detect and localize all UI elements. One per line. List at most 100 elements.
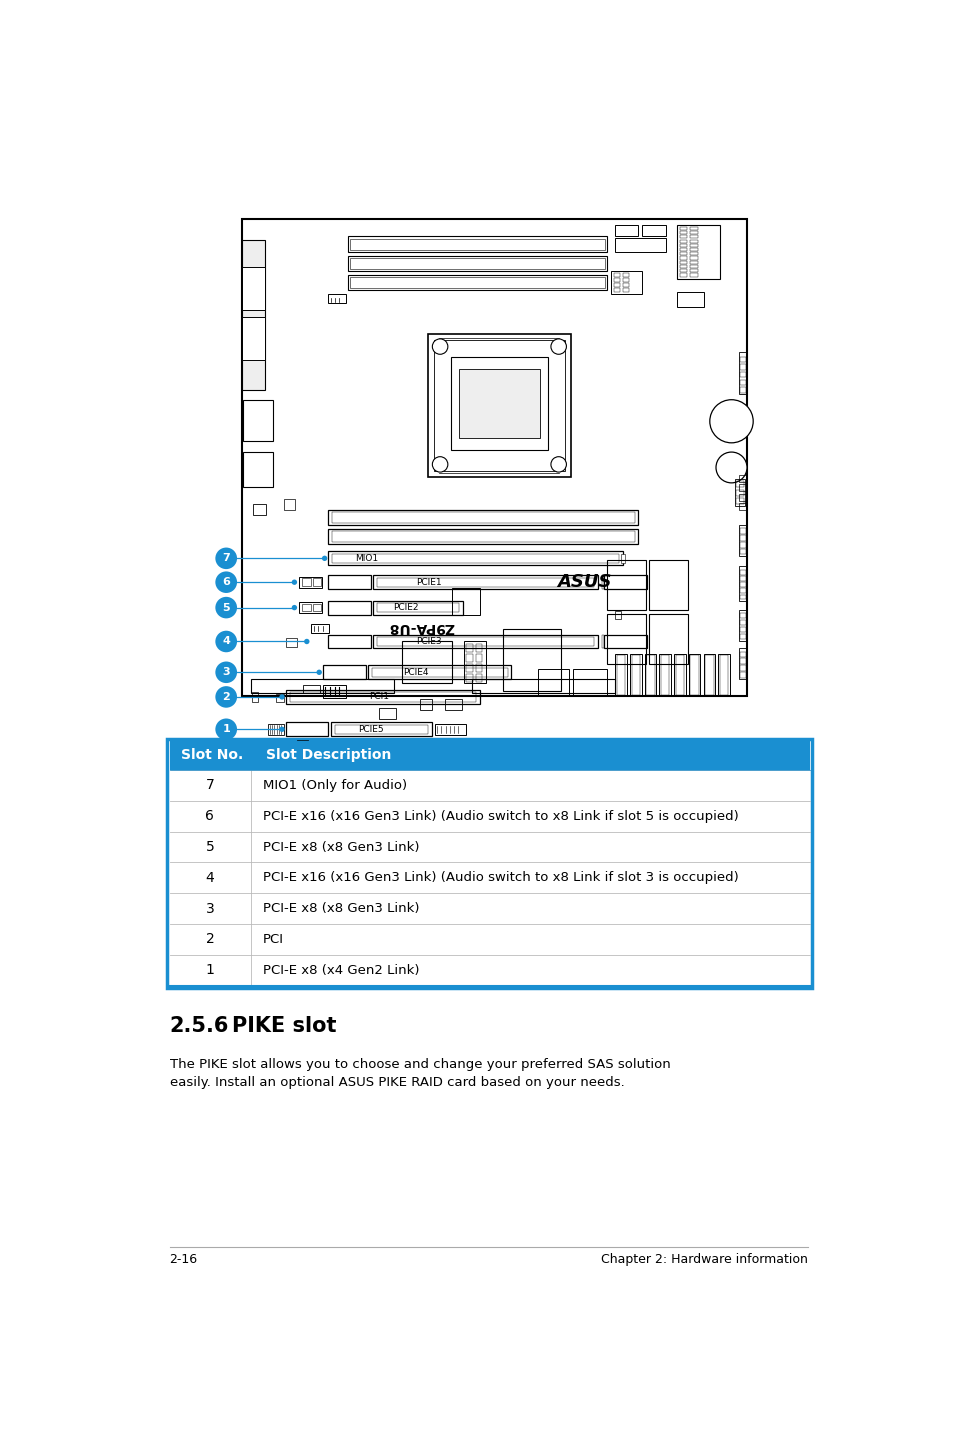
Circle shape — [215, 631, 236, 653]
Text: PCI-E x8 (x8 Gen3 Link): PCI-E x8 (x8 Gen3 Link) — [262, 902, 418, 915]
Bar — [649, 614, 687, 664]
Text: PCI-E x8 (x4 Gen2 Link): PCI-E x8 (x4 Gen2 Link) — [262, 963, 418, 976]
Bar — [286, 722, 328, 736]
Bar — [607, 559, 645, 610]
Bar — [740, 535, 745, 541]
Bar — [740, 577, 745, 581]
Bar — [253, 503, 266, 515]
Bar — [298, 577, 322, 588]
Bar — [690, 227, 698, 230]
Bar — [476, 674, 481, 682]
Text: 2: 2 — [205, 932, 214, 946]
Bar — [372, 667, 507, 677]
Bar — [252, 692, 257, 702]
Bar — [677, 224, 720, 279]
Bar — [688, 654, 700, 696]
Text: 3: 3 — [205, 902, 214, 916]
Text: 7: 7 — [205, 778, 214, 792]
Bar — [739, 649, 746, 679]
Bar — [720, 656, 728, 695]
Text: 5: 5 — [222, 603, 230, 613]
Bar — [740, 387, 745, 393]
Bar — [620, 554, 624, 562]
Bar — [377, 578, 594, 587]
Circle shape — [432, 457, 447, 472]
Bar — [703, 654, 715, 696]
Bar — [275, 695, 283, 702]
Bar — [739, 352, 746, 394]
Bar — [251, 679, 394, 693]
Bar — [348, 275, 607, 290]
Bar — [613, 283, 619, 288]
Bar — [690, 273, 698, 276]
Bar — [607, 614, 645, 664]
Bar — [674, 654, 685, 696]
Bar — [466, 664, 472, 672]
Bar — [241, 318, 265, 360]
Bar — [466, 654, 472, 661]
Bar — [298, 603, 322, 613]
Bar — [740, 542, 745, 548]
Text: PCI-E x16 (x16 Gen3 Link) (Audio switch to x8 Link if slot 3 is occupied): PCI-E x16 (x16 Gen3 Link) (Audio switch … — [262, 871, 738, 884]
Bar — [622, 288, 629, 292]
Bar — [427, 334, 571, 477]
Circle shape — [215, 597, 236, 618]
Bar — [378, 741, 395, 752]
Bar — [690, 232, 698, 234]
Circle shape — [432, 339, 447, 354]
Bar — [690, 252, 698, 256]
Text: PCI1: PCI1 — [369, 693, 389, 702]
Text: 1: 1 — [222, 725, 230, 735]
Bar — [348, 256, 607, 272]
Bar — [604, 634, 646, 649]
Bar — [350, 278, 604, 288]
Text: PCI-E x8 (x8 Gen3 Link): PCI-E x8 (x8 Gen3 Link) — [262, 841, 418, 854]
Bar — [617, 656, 624, 695]
Bar — [735, 479, 744, 506]
Bar — [704, 656, 713, 695]
Bar — [740, 372, 745, 377]
Bar — [368, 666, 511, 679]
Bar — [328, 575, 371, 590]
Bar — [679, 247, 686, 252]
Text: 7: 7 — [222, 554, 230, 564]
Circle shape — [279, 726, 284, 732]
Circle shape — [215, 719, 236, 741]
Text: Z9PA-U8: Z9PA-U8 — [388, 620, 455, 634]
Bar — [601, 634, 604, 649]
Bar — [170, 831, 809, 863]
Bar — [690, 656, 699, 695]
Text: MIO1: MIO1 — [355, 554, 378, 562]
Bar — [739, 475, 746, 482]
Bar — [645, 656, 654, 695]
Text: PCIE2: PCIE2 — [393, 603, 418, 613]
Bar — [649, 559, 687, 610]
Bar — [739, 493, 746, 500]
Bar — [313, 578, 320, 587]
Bar — [690, 240, 698, 243]
Text: PCIE4: PCIE4 — [403, 667, 429, 677]
Bar — [377, 603, 458, 613]
Bar — [452, 588, 479, 614]
Bar — [170, 955, 809, 985]
Bar — [373, 575, 598, 590]
Bar — [740, 588, 745, 592]
Bar — [335, 725, 427, 733]
Circle shape — [215, 686, 236, 707]
Bar — [622, 278, 629, 282]
Bar — [170, 801, 809, 831]
Text: 2: 2 — [222, 692, 230, 702]
Bar — [739, 485, 746, 492]
Bar — [328, 529, 638, 545]
Bar — [332, 512, 634, 523]
Circle shape — [550, 339, 566, 354]
Bar — [419, 699, 431, 710]
Bar — [323, 684, 346, 699]
Text: 1: 1 — [205, 963, 214, 978]
Bar — [740, 666, 745, 670]
Text: 4: 4 — [222, 637, 230, 647]
Bar — [622, 283, 629, 288]
Text: ASUS: ASUS — [557, 574, 611, 591]
Circle shape — [279, 695, 284, 700]
Bar — [740, 673, 745, 677]
